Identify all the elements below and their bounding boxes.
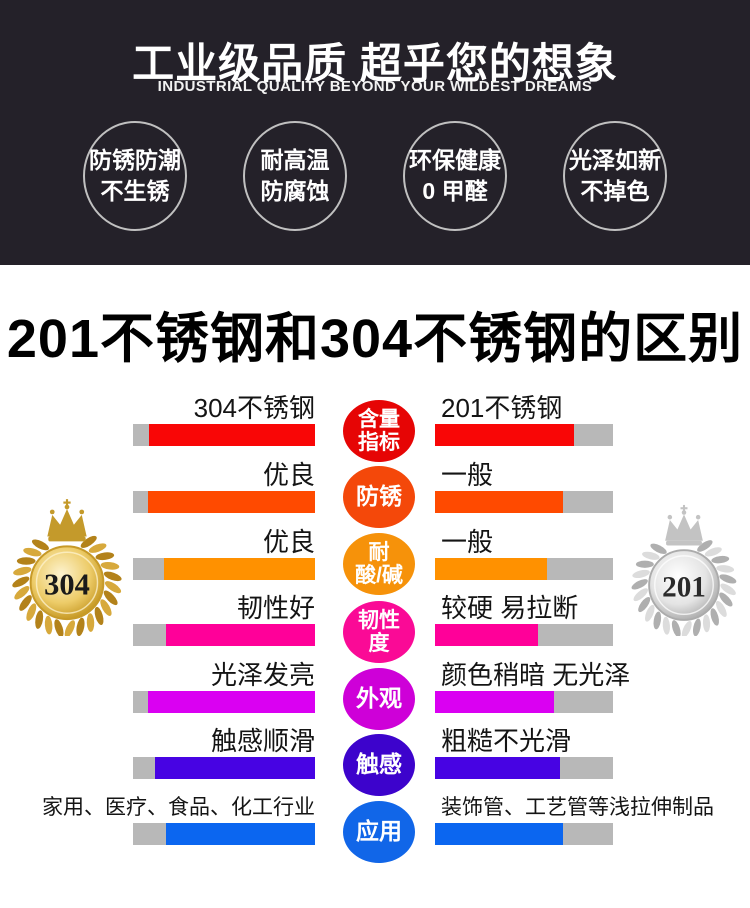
left-bar-fill: [147, 491, 315, 513]
left-value-label: 光泽发亮: [210, 660, 315, 690]
right-comparison-bar: [435, 757, 613, 779]
right-comparison-bar: [435, 624, 613, 646]
right-bar-fill: [435, 558, 548, 580]
left-value-label: 优良: [262, 460, 315, 490]
metric-circle-label: 触感: [356, 751, 402, 778]
left-comparison-bar: [133, 424, 315, 446]
svg-text:201: 201: [662, 571, 706, 603]
metric-circle-label: 酸/碱: [355, 564, 403, 587]
metric-circle-label: 防锈: [356, 483, 402, 510]
metric-circle: 韧性度: [343, 601, 415, 663]
svg-text:304: 304: [44, 568, 90, 602]
left-value-label: 触感顺滑: [210, 726, 315, 756]
feature-line1: 光泽如新: [569, 147, 661, 173]
hero-section: 工业级品质 超乎您的想象 INDUSTRIAL QUALITY BEYOND Y…: [0, 0, 750, 265]
hero-subtitle: INDUSTRIAL QUALITY BEYOND YOUR WILDEST D…: [157, 78, 593, 95]
left-comparison-bar: [133, 558, 315, 580]
right-value-label: 装饰管、工艺管等浅拉伸制品: [441, 796, 714, 819]
right-bar-fill: [435, 823, 564, 845]
silver-medal-201-badge: 201: [631, 504, 737, 636]
left-bar-fill: [165, 823, 315, 845]
metric-circle: 应用: [343, 801, 415, 863]
feature-line2: 不掉色: [580, 178, 650, 204]
right-comparison-bar: [435, 823, 613, 845]
left-bar-fill: [165, 624, 315, 646]
right-comparison-bar: [435, 491, 613, 513]
metric-circle-label: 指标: [358, 431, 400, 454]
left-comparison-bar: [133, 757, 315, 779]
metric-circle-label: 应用: [356, 818, 402, 845]
right-value-label: 颜色稍暗 无光泽: [441, 660, 631, 690]
left-bar-fill: [149, 424, 315, 446]
left-value-label: 家用、医疗、食品、化工行业: [42, 796, 315, 819]
left-value-label: 304不锈钢: [193, 393, 315, 423]
left-value-label: 优良: [262, 527, 315, 557]
feature-circle: 光泽如新 不掉色: [563, 121, 667, 231]
right-comparison-bar: [435, 558, 613, 580]
metric-circle: 触感: [343, 734, 415, 796]
metric-circle: 含量 指标: [343, 400, 415, 462]
feature-line2: 防腐蚀: [260, 178, 330, 204]
right-bar-fill: [435, 424, 574, 446]
left-value-label: 韧性好: [236, 593, 315, 623]
metric-circle: 防锈: [343, 466, 415, 528]
metric-circle: 外观: [343, 668, 415, 730]
right-comparison-bar: [435, 424, 613, 446]
feature-line1: 防锈防潮: [89, 147, 181, 173]
feature-line2: 0 甲醛: [422, 178, 488, 204]
metric-circle-label: 外观: [356, 685, 402, 712]
feature-line2: 不生锈: [100, 178, 170, 204]
feature-circle: 防锈防潮 不生锈: [83, 121, 187, 231]
right-value-label: 粗糙不光滑: [441, 726, 572, 756]
right-bar-fill: [435, 757, 560, 779]
feature-line1: 耐高温: [260, 147, 330, 173]
metric-circle: 耐酸/碱: [343, 533, 415, 595]
left-comparison-bar: [133, 691, 315, 713]
left-bar-fill: [154, 757, 315, 779]
right-bar-fill: [435, 624, 539, 646]
feature-line1: 环保健康: [409, 147, 501, 173]
right-bar-fill: [435, 491, 564, 513]
right-value-label: 201不锈钢: [441, 393, 563, 423]
right-value-label: 一般: [441, 527, 494, 557]
feature-circle: 耐高温 防腐蚀: [243, 121, 347, 231]
metric-circle-label: 度: [368, 632, 390, 655]
metric-circle-label: 含量: [358, 407, 400, 431]
left-bar-fill: [147, 691, 315, 713]
right-value-label: 一般: [441, 460, 494, 490]
left-comparison-bar: [133, 491, 315, 513]
left-comparison-bar: [133, 624, 315, 646]
metric-circle-label: 耐: [368, 540, 390, 564]
right-value-label: 较硬 易拉断: [441, 593, 579, 623]
gold-medal-304-badge: 304: [12, 499, 122, 636]
hero-title: 工业级品质 超乎您的想象: [132, 40, 618, 87]
right-bar-fill: [435, 691, 555, 713]
right-comparison-bar: [435, 691, 613, 713]
feature-circle: 环保健康 0 甲醛: [403, 121, 507, 231]
metric-circle-label: 韧性: [358, 608, 400, 632]
section-title: 201不锈钢和304不锈钢的区别: [6, 309, 744, 369]
left-comparison-bar: [133, 823, 315, 845]
left-bar-fill: [163, 558, 315, 580]
